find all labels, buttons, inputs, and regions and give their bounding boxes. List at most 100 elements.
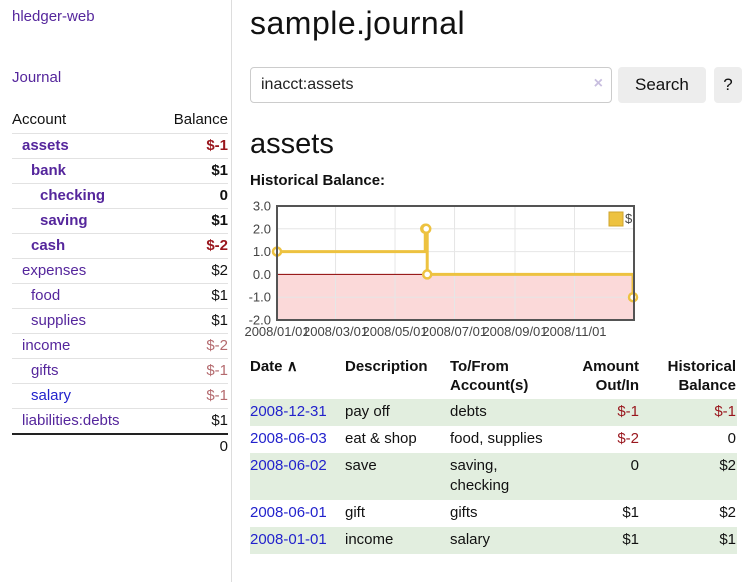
register-description-cell: save — [345, 457, 377, 474]
svg-text:$: $ — [625, 211, 633, 226]
accounts-header-balance: Balance — [173, 111, 228, 128]
svg-text:2008/01/01: 2008/01/01 — [244, 324, 309, 339]
register-accounts-cell: saving, checking — [450, 457, 510, 494]
svg-text:2008/05/01: 2008/05/01 — [362, 324, 427, 339]
account-link-assets[interactable]: assets — [22, 137, 69, 154]
register-amount-cell: $1 — [622, 531, 639, 548]
register-header-amount: Amount Out/In — [582, 358, 639, 394]
transaction-date-link[interactable]: 2008-01-01 — [250, 531, 327, 548]
account-link-checking[interactable]: checking — [40, 187, 106, 204]
account-row: checking 0 — [12, 183, 228, 209]
transaction-date-link[interactable]: 2008-06-01 — [250, 504, 327, 521]
clear-search-icon[interactable]: × — [593, 75, 603, 92]
transaction-date-link[interactable]: 2008-06-02 — [250, 457, 327, 474]
svg-text:3.0: 3.0 — [253, 199, 271, 214]
account-balance: $-2 — [206, 237, 228, 254]
account-row: income $-2 — [12, 333, 228, 359]
register-accounts-cell: salary — [450, 531, 491, 548]
account-balance: $1 — [211, 412, 228, 429]
accounts-header-row: Account Balance — [12, 107, 228, 134]
account-balance: $-1 — [206, 137, 228, 154]
search-form: × Search ? — [250, 67, 742, 103]
register-amount-cell: 0 — [630, 457, 639, 474]
register-date-cell: 2008-06-02 — [250, 453, 345, 500]
sort-ascending-icon: ∧ — [286, 358, 298, 375]
register-table: Date ∧ Description To/From Account(s) Am… — [250, 355, 737, 554]
app-title: hledger-web — [12, 8, 227, 26]
account-row: liabilities:debts $1 — [12, 408, 228, 435]
register-description-cell: gift — [345, 504, 366, 521]
svg-text:0.0: 0.0 — [253, 267, 271, 282]
historical-balance-chart: 3.0 2.0 1.0 0.0 -1.0 -2.02008/01/012008/03/01… — [244, 199, 639, 339]
register-balance-cell: 0 — [727, 430, 736, 447]
main-content: sample.journal × Search ? assets Histori… — [244, 0, 742, 554]
register-accounts-cell: gifts — [450, 504, 478, 521]
register-balance-cell: $2 — [719, 504, 736, 521]
chart-heading: Historical Balance: — [250, 172, 386, 189]
search-button[interactable]: Search — [618, 67, 706, 103]
register-row: 2008-01-01 income salary $1 $1 — [250, 527, 737, 554]
account-link-expenses[interactable]: expenses — [22, 262, 87, 279]
account-row: expenses $2 — [12, 258, 228, 284]
register-date-cell: 2008-06-03 — [250, 426, 345, 453]
app-title-link[interactable]: hledger-web — [12, 8, 95, 25]
account-link-salary[interactable]: salary — [31, 387, 72, 404]
register-header-accounts: To/From Account(s) — [450, 358, 529, 394]
svg-text:2.0: 2.0 — [253, 221, 271, 236]
register-header-row: Date ∧ Description To/From Account(s) Am… — [250, 355, 737, 399]
register-date-cell: 2008-12-31 — [250, 399, 345, 426]
account-link-supplies[interactable]: supplies — [31, 312, 87, 329]
register-row: 2008-06-02 save saving, checking 0 $2 — [250, 453, 737, 500]
account-row: saving $1 — [12, 208, 228, 234]
account-link-income[interactable]: income — [22, 337, 71, 354]
account-link-saving[interactable]: saving — [40, 212, 88, 229]
account-row: cash $-2 — [12, 233, 228, 259]
account-balance: $-2 — [206, 337, 228, 354]
register-tbody: 2008-12-31 pay off debts $-1 $-1 2008-06-03 ea… — [250, 399, 737, 554]
register-balance-cell: $2 — [719, 457, 736, 474]
accounts-total-row: 0 — [12, 434, 228, 459]
help-button[interactable]: ? — [713, 67, 742, 103]
register-date-cell: 2008-06-01 — [250, 500, 345, 527]
register-header-date[interactable]: Date ∧ — [250, 358, 298, 375]
account-balance: $1 — [211, 287, 228, 304]
svg-text:2008/03/01: 2008/03/01 — [303, 324, 368, 339]
account-row: gifts $-1 — [12, 358, 228, 384]
accounts-total-value: 0 — [219, 438, 228, 455]
register-amount-cell: $-2 — [617, 430, 639, 447]
account-balance: $1 — [211, 162, 228, 179]
account-link-gifts[interactable]: gifts — [31, 362, 59, 379]
search-input[interactable] — [250, 67, 612, 103]
accounts-total-spacer — [12, 434, 156, 459]
register-row: 2008-06-01 gift gifts $1 $2 — [250, 500, 737, 527]
account-balance: $-1 — [206, 387, 228, 404]
account-row: bank $1 — [12, 158, 228, 184]
account-heading: assets — [250, 128, 334, 160]
account-row: assets $-1 — [12, 133, 228, 159]
sidebar-item-journal[interactable]: Journal — [12, 69, 62, 86]
register-amount-cell: $-1 — [617, 403, 639, 420]
account-balance: $-1 — [206, 362, 228, 379]
register-description-cell: eat & shop — [345, 430, 417, 447]
accounts-table: Account Balance assets $-1 bank $1 checking 0… — [12, 107, 228, 459]
account-link-cash[interactable]: cash — [31, 237, 66, 254]
account-link-food[interactable]: food — [31, 287, 61, 304]
page-title: sample.journal — [250, 5, 466, 41]
account-link-bank[interactable]: bank — [31, 162, 67, 179]
transaction-date-link[interactable]: 2008-06-03 — [250, 430, 327, 447]
register-amount-cell: $1 — [622, 504, 639, 521]
svg-text:1.0: 1.0 — [253, 244, 271, 259]
register-description-cell: pay off — [345, 403, 390, 420]
transaction-date-link[interactable]: 2008-12-31 — [250, 403, 327, 420]
register-balance-cell: $-1 — [714, 403, 736, 420]
register-header-balance: Historical Balance — [667, 358, 736, 394]
sidebar: hledger-web Journal Account Balance asse… — [0, 0, 232, 582]
account-balance: $1 — [211, 312, 228, 329]
register-balance-cell: $1 — [719, 531, 736, 548]
register-date-cell: 2008-01-01 — [250, 527, 345, 554]
account-link-liabilities-debts[interactable]: liabilities:debts — [22, 412, 120, 429]
register-row: 2008-06-03 eat & shop food, supplies $-2 0 — [250, 426, 737, 453]
account-row: salary $-1 — [12, 383, 228, 409]
svg-text:-1.0: -1.0 — [249, 290, 271, 305]
accounts-header-account: Account — [12, 111, 67, 128]
